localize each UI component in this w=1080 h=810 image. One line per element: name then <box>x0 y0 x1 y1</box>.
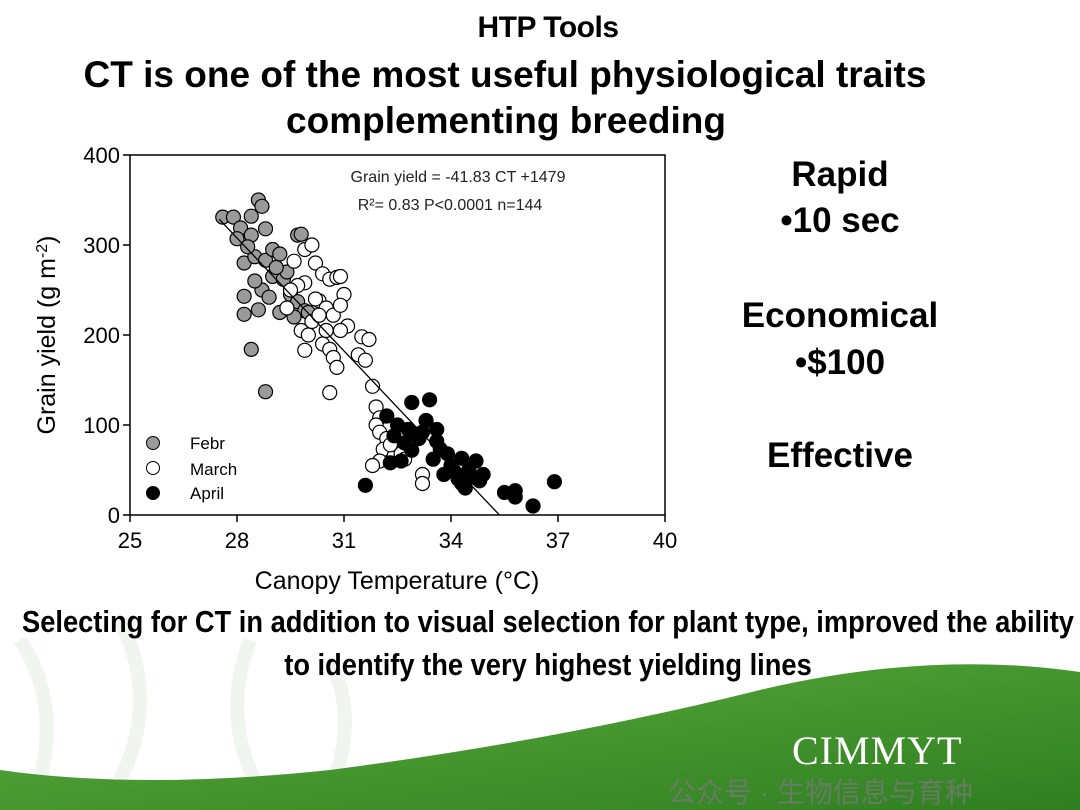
point-april <box>507 489 523 505</box>
x-tick-label: 34 <box>439 528 463 553</box>
regression-line <box>218 218 500 516</box>
point-febr <box>268 259 284 276</box>
point-april <box>386 428 402 444</box>
wechat-watermark: 公众号 · 生物信息与育种 <box>668 777 973 808</box>
x-tick-label: 25 <box>118 528 142 553</box>
point-april <box>404 442 420 458</box>
point-april <box>446 464 463 480</box>
annotation-equation: Grain yield = -41.83 CT +1479 <box>351 169 566 186</box>
point-febr <box>243 208 259 224</box>
slide-title-line2: complementing breeding <box>286 100 726 141</box>
point-march <box>364 457 381 474</box>
legend-label-april: April <box>190 484 224 503</box>
point-april <box>454 450 470 466</box>
side-item-effective: Effective <box>767 436 913 475</box>
point-april <box>414 424 431 440</box>
point-febr <box>261 289 277 305</box>
annotation-stats: R²= 0.83 P<0.0001 n=144 <box>358 197 543 214</box>
point-april <box>404 394 420 411</box>
x-tick-label: 40 <box>653 528 677 553</box>
legend-label-febr: Febr <box>190 434 225 453</box>
bottom-statement: Selecting for CT in addition to visual s… <box>22 604 1074 682</box>
point-febr <box>254 198 270 214</box>
side-item-economical: Economical <box>741 296 939 335</box>
legend-marker-march <box>146 461 160 475</box>
side-item-rapid: Rapid <box>791 155 889 194</box>
point-march <box>300 327 316 343</box>
point-march <box>307 291 324 307</box>
slide-label: HTP Tools <box>477 11 619 44</box>
point-march <box>361 331 377 348</box>
legend-label-march: March <box>190 460 237 479</box>
point-febr <box>250 302 266 318</box>
point-april <box>382 455 398 471</box>
point-febr <box>236 306 252 322</box>
point-march <box>304 237 320 253</box>
side-item-time: •10 sec <box>780 201 900 240</box>
y-tick-label: 100 <box>83 413 120 438</box>
point-febr <box>243 341 259 357</box>
y-tick-label: 300 <box>83 233 120 258</box>
point-april <box>429 421 445 438</box>
y-axis-label: Grain yield (g m-2) <box>33 235 61 434</box>
green-wave <box>0 664 1080 810</box>
point-april <box>546 474 563 490</box>
point-march <box>311 307 327 323</box>
cimmyt-logo: CIMMYT <box>792 728 962 774</box>
x-tick-label: 28 <box>225 528 249 553</box>
x-tick-label: 37 <box>546 528 570 553</box>
y-tick-label: 400 <box>83 143 120 168</box>
point-febr <box>225 209 242 225</box>
point-april <box>422 392 438 408</box>
point-march <box>279 300 295 316</box>
point-march <box>307 255 324 271</box>
point-febr <box>257 384 274 400</box>
point-march <box>332 322 349 339</box>
point-march <box>364 378 381 394</box>
point-febr <box>257 221 274 237</box>
point-febr <box>272 246 288 262</box>
point-febr <box>240 239 256 255</box>
point-febr <box>236 288 252 304</box>
y-tick-label: 0 <box>108 503 120 528</box>
point-march <box>322 385 338 401</box>
y-tick-label: 200 <box>83 323 120 348</box>
side-item-cost: •$100 <box>794 343 886 382</box>
point-febr <box>293 226 309 242</box>
legend: Febr March April <box>146 434 237 503</box>
logo-text: CIMMYT <box>792 728 963 773</box>
point-march <box>286 253 302 269</box>
point-april <box>357 477 373 493</box>
point-march <box>332 297 349 313</box>
point-march <box>329 359 345 375</box>
legend-marker-april <box>146 486 160 500</box>
point-april <box>457 480 473 496</box>
x-axis-label: Canopy Temperature (°C) <box>255 567 540 595</box>
point-febr <box>247 273 263 289</box>
point-april <box>379 408 395 424</box>
x-tick-label: 31 <box>332 528 356 553</box>
point-april <box>468 453 484 469</box>
point-april <box>525 498 541 514</box>
legend-marker-febr <box>146 436 160 450</box>
point-march <box>297 342 313 358</box>
point-april <box>475 466 491 483</box>
point-march <box>414 475 431 492</box>
point-march <box>357 352 373 368</box>
point-march <box>282 282 299 298</box>
point-march <box>318 322 334 339</box>
point-april <box>432 441 448 457</box>
slide-title-line1: CT is one of the most useful physiologic… <box>83 54 927 95</box>
point-march <box>332 268 349 285</box>
